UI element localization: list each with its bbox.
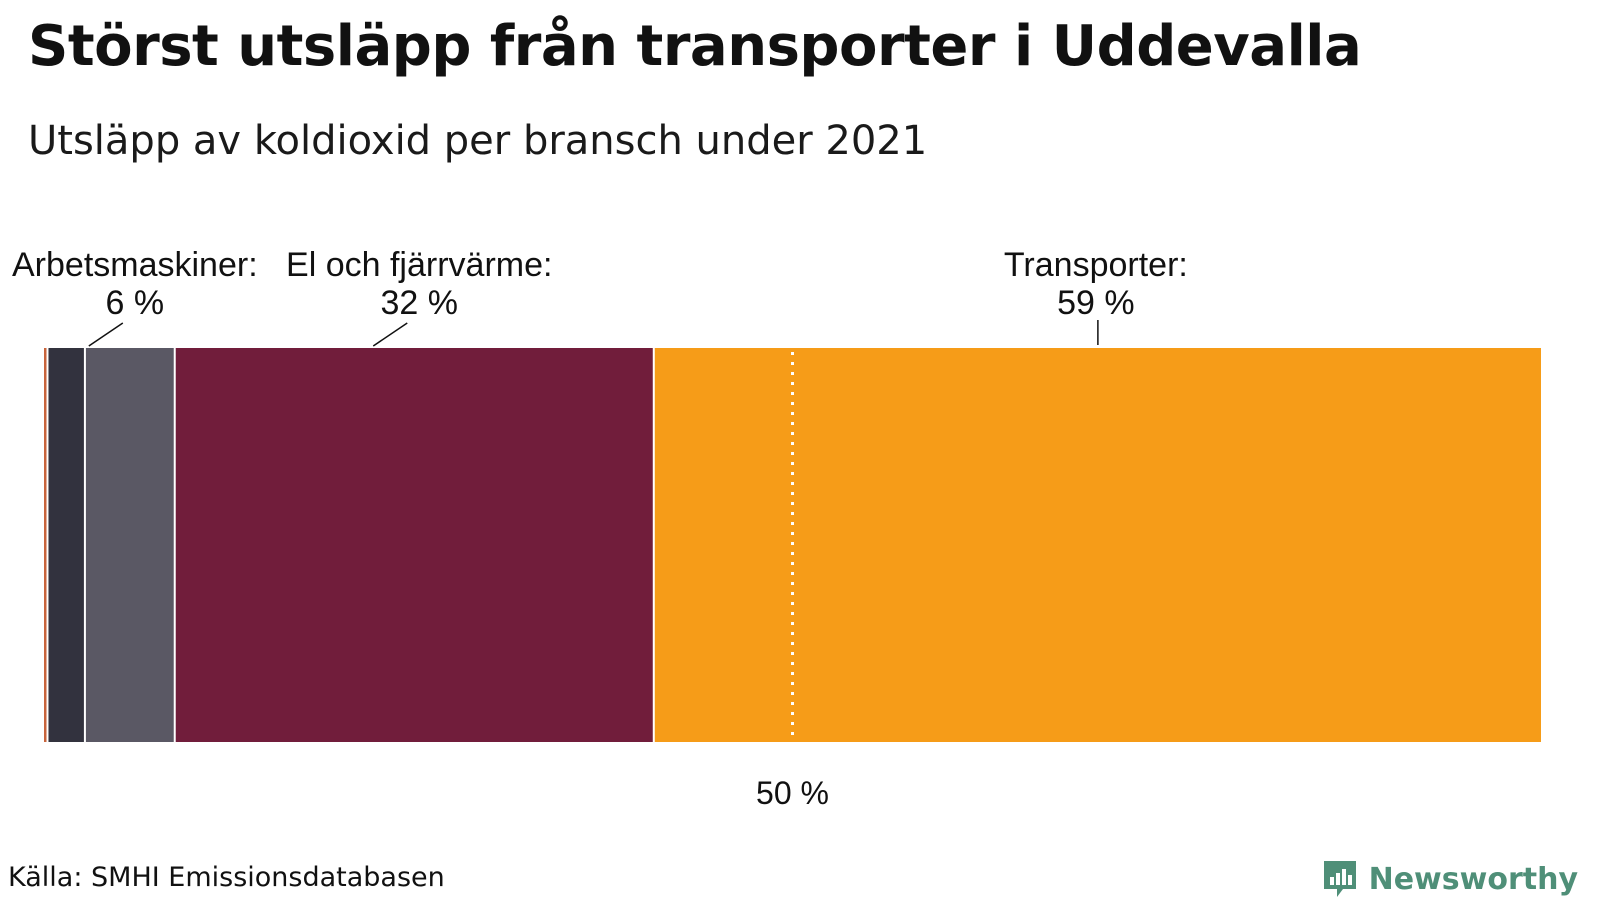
bar-segments <box>44 348 1541 742</box>
segment-label: El och fjärrvärme: <box>286 246 552 284</box>
segment-label: Arbetsmaskiner: <box>12 246 258 284</box>
bar-segment <box>654 348 1541 742</box>
segment-value-label: 6 % <box>106 284 165 322</box>
segment-labels: Arbetsmaskiner:6 % El och fjärrvärme:32 %… <box>12 246 1188 347</box>
source-note: Källa: SMHI Emissionsdatabasen <box>8 862 445 893</box>
chart-title: Störst utsläpp från transporter i Uddeva… <box>28 14 1362 79</box>
bar-segment <box>48 348 86 742</box>
segment-value-label: 59 % <box>1057 284 1135 322</box>
bar-segment <box>85 348 176 742</box>
brand-name: Newsworthy <box>1368 861 1578 897</box>
bar-segment <box>175 348 655 742</box>
segment-value-label: 32 % <box>381 284 459 322</box>
segment-label: Transporter: <box>1004 246 1188 284</box>
leader-line <box>372 322 408 347</box>
brand-logo: Newsworthy <box>1321 858 1578 900</box>
stacked-bar-chart: Arbetsmaskiner:6 % El och fjärrvärme:32 %… <box>12 246 1541 811</box>
chart-subtitle: Utsläpp av koldioxid per bransch under 2… <box>28 118 928 164</box>
reference-line-group: 50 % <box>756 352 829 811</box>
reference-line-label: 50 % <box>756 775 829 811</box>
leader-line <box>88 322 124 347</box>
newsworthy-logo-icon <box>1323 861 1356 897</box>
bar-segment <box>44 348 49 742</box>
